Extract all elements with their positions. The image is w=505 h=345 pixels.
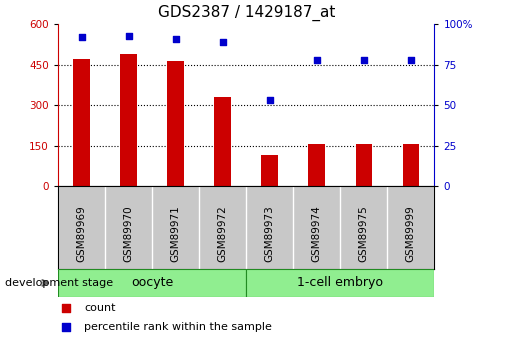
- Bar: [309, 144, 325, 186]
- Bar: [58, 269, 246, 297]
- Point: [78, 34, 86, 40]
- Text: GSM89971: GSM89971: [171, 206, 181, 263]
- Bar: [356, 145, 372, 186]
- Text: development stage: development stage: [5, 278, 113, 288]
- Text: count: count: [84, 303, 116, 313]
- Point: [172, 36, 180, 41]
- Bar: [215, 97, 231, 186]
- Point: [62, 306, 70, 311]
- Text: GSM89972: GSM89972: [218, 206, 228, 263]
- Text: percentile rank within the sample: percentile rank within the sample: [84, 322, 272, 332]
- Point: [407, 57, 415, 62]
- Title: GDS2387 / 1429187_at: GDS2387 / 1429187_at: [158, 5, 335, 21]
- Text: GSM89969: GSM89969: [77, 206, 86, 263]
- Point: [62, 324, 70, 329]
- Text: GSM89973: GSM89973: [265, 206, 275, 263]
- Bar: [402, 145, 419, 186]
- Bar: [168, 61, 184, 186]
- Bar: [73, 59, 90, 186]
- Bar: [262, 155, 278, 186]
- Point: [266, 98, 274, 103]
- Text: GSM89970: GSM89970: [124, 206, 134, 263]
- Text: GSM89974: GSM89974: [312, 206, 322, 263]
- Point: [125, 33, 133, 38]
- Point: [313, 57, 321, 62]
- Point: [360, 57, 368, 62]
- Bar: [120, 54, 137, 186]
- Text: oocyte: oocyte: [131, 276, 173, 289]
- Text: GSM89999: GSM89999: [406, 206, 416, 263]
- Text: 1-cell embryo: 1-cell embryo: [297, 276, 383, 289]
- Bar: [246, 269, 434, 297]
- Text: GSM89975: GSM89975: [359, 206, 369, 263]
- Point: [219, 39, 227, 45]
